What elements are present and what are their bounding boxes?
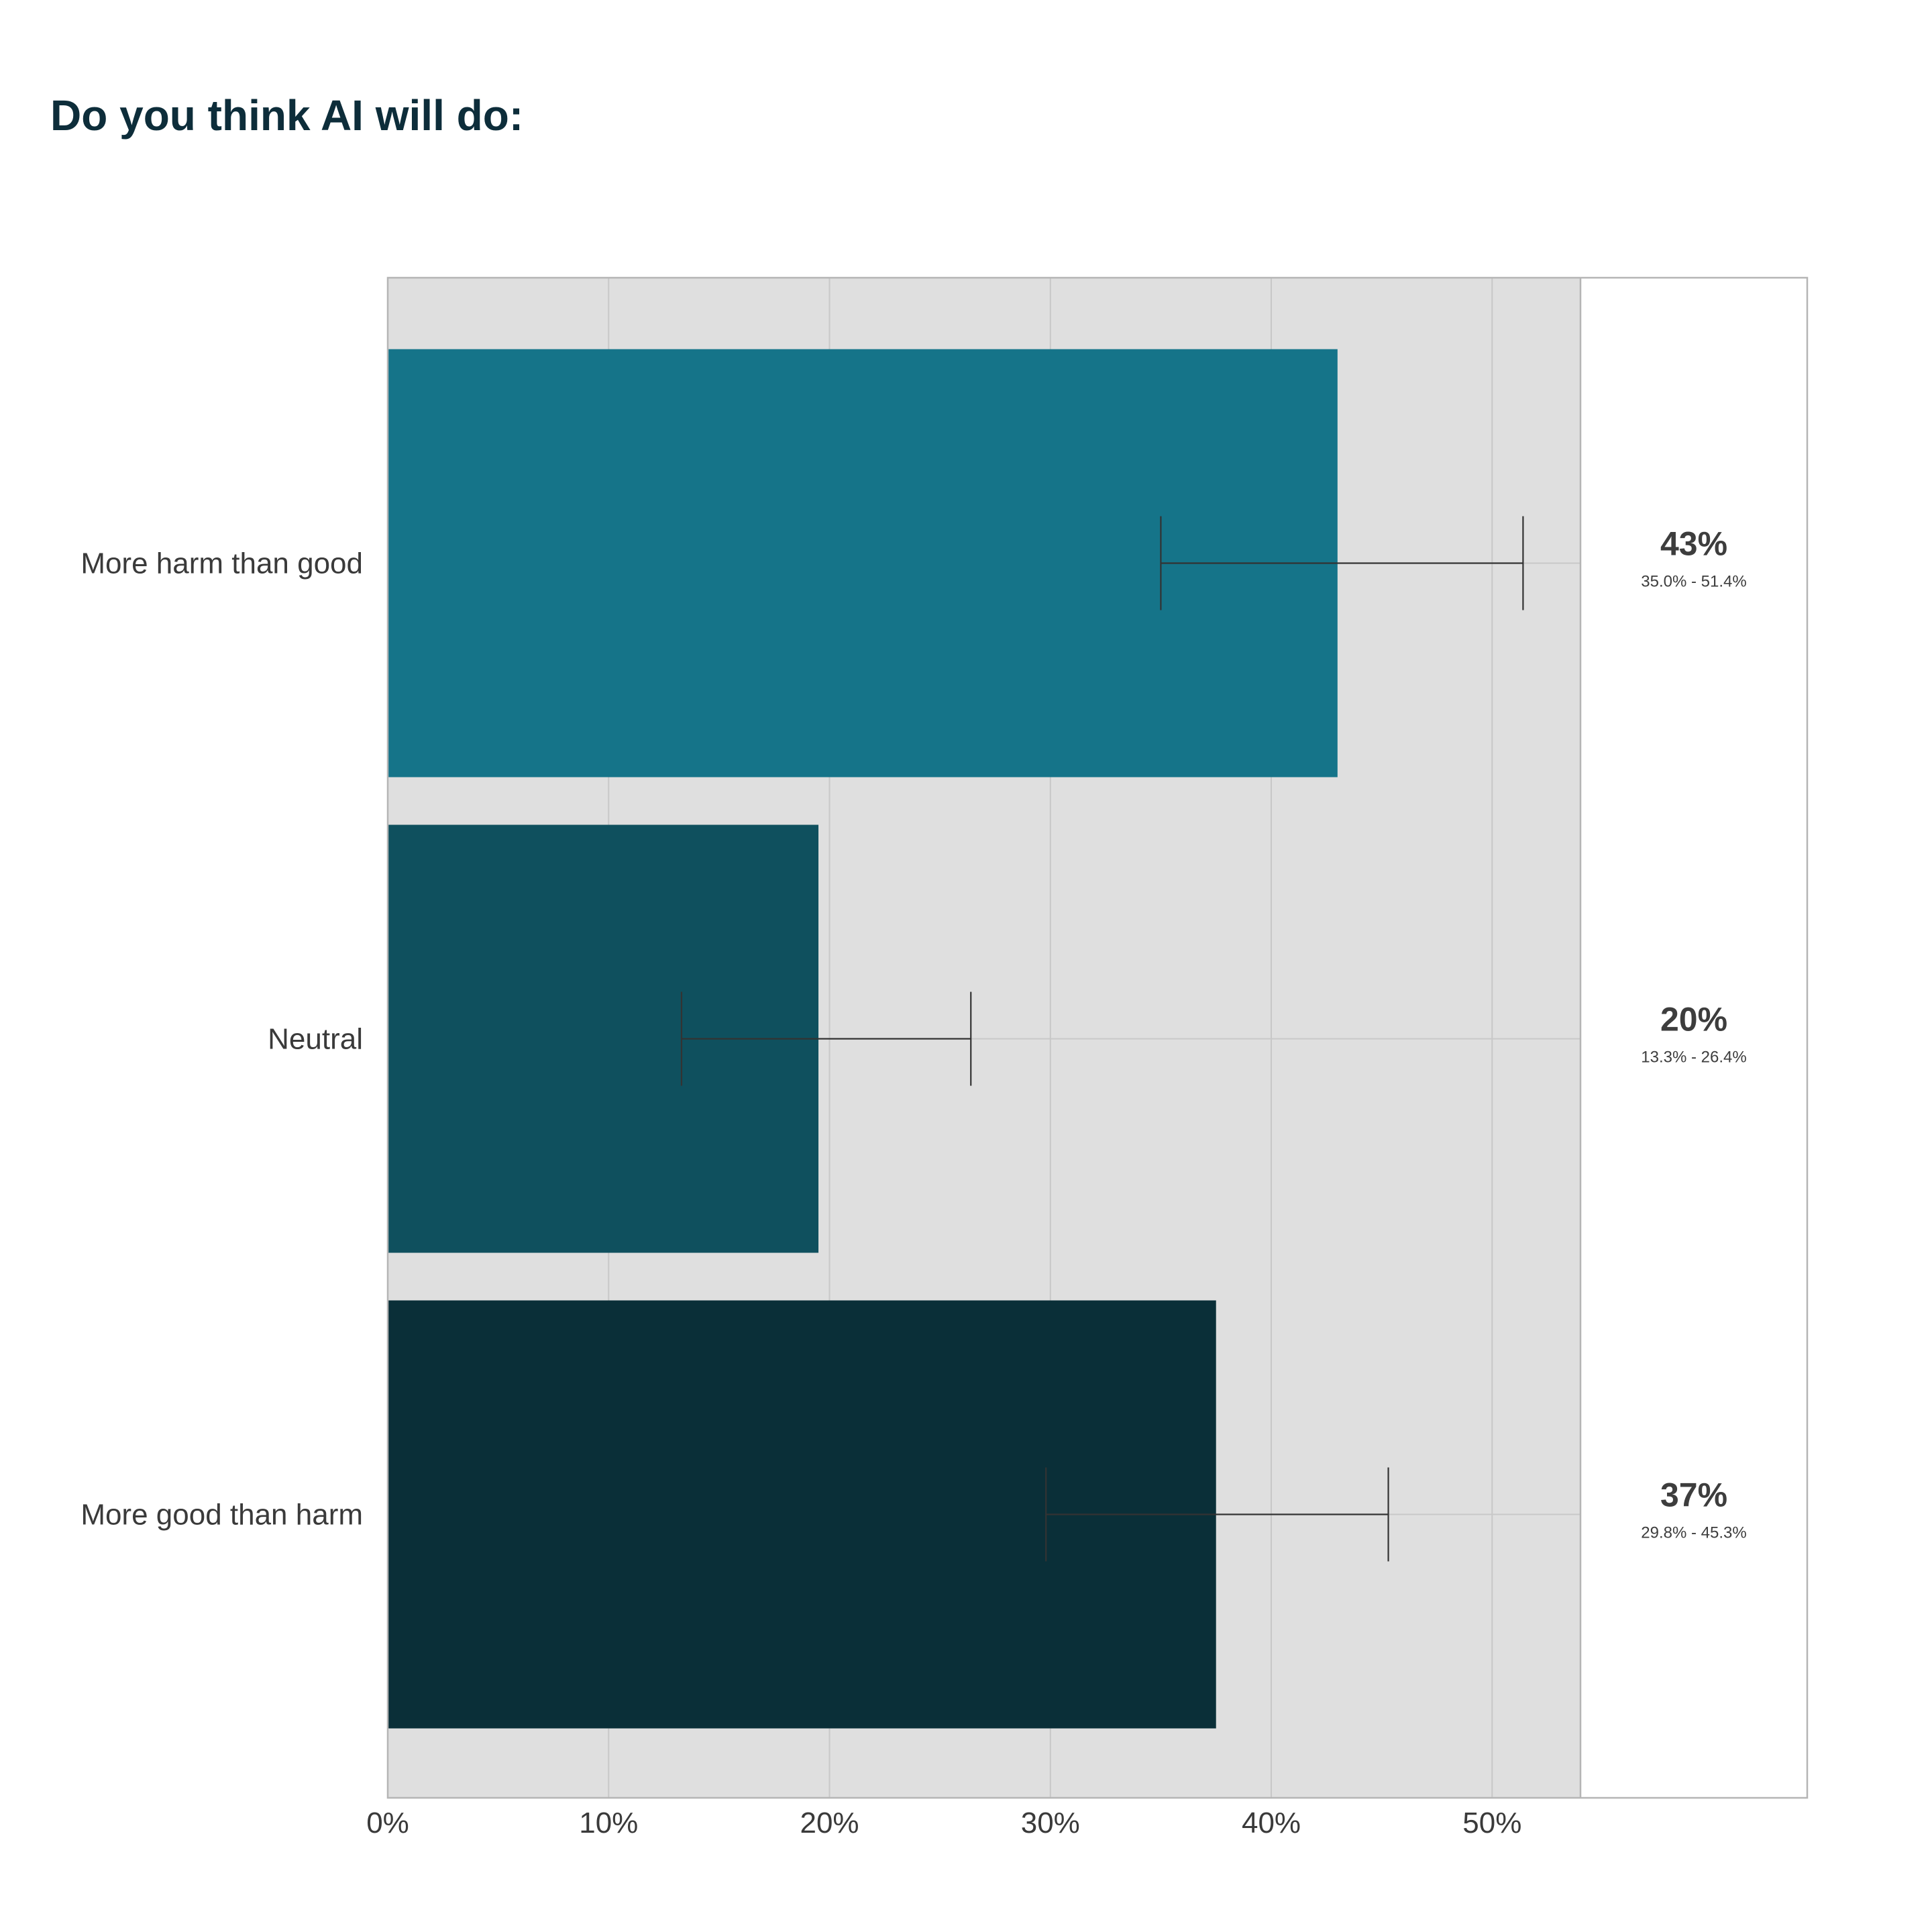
error-bars — [680, 516, 1524, 1562]
labels: 0% 10% 20% 30% 40% 50% More harm than good 43% 3… — [80, 525, 1746, 1840]
x-tick-label: 0% — [366, 1807, 409, 1839]
category-label: More good than harm — [80, 1499, 363, 1532]
x-tick-label: 30% — [1021, 1807, 1080, 1839]
value-label: 20% — [1660, 1001, 1727, 1038]
ci-label: 29.8% - 45.3% — [1641, 1524, 1746, 1542]
x-tick-label: 10% — [579, 1807, 638, 1839]
x-tick-label: 20% — [800, 1807, 859, 1839]
category-label: Neutral — [268, 1023, 363, 1056]
x-tick-label: 50% — [1462, 1807, 1521, 1839]
bars — [388, 349, 1338, 1729]
annotation-panel — [1580, 278, 1807, 1798]
chart-title: Do you think AI will do: — [50, 91, 524, 140]
value-label: 43% — [1660, 525, 1727, 563]
plot-frame — [386, 276, 1809, 1799]
category-label: More harm than good — [80, 547, 363, 580]
value-label: 37% — [1660, 1477, 1727, 1514]
ci-label: 13.3% - 26.4% — [1641, 1049, 1746, 1067]
ci-label: 35.0% - 51.4% — [1641, 573, 1746, 591]
x-tick-label: 40% — [1242, 1807, 1301, 1839]
